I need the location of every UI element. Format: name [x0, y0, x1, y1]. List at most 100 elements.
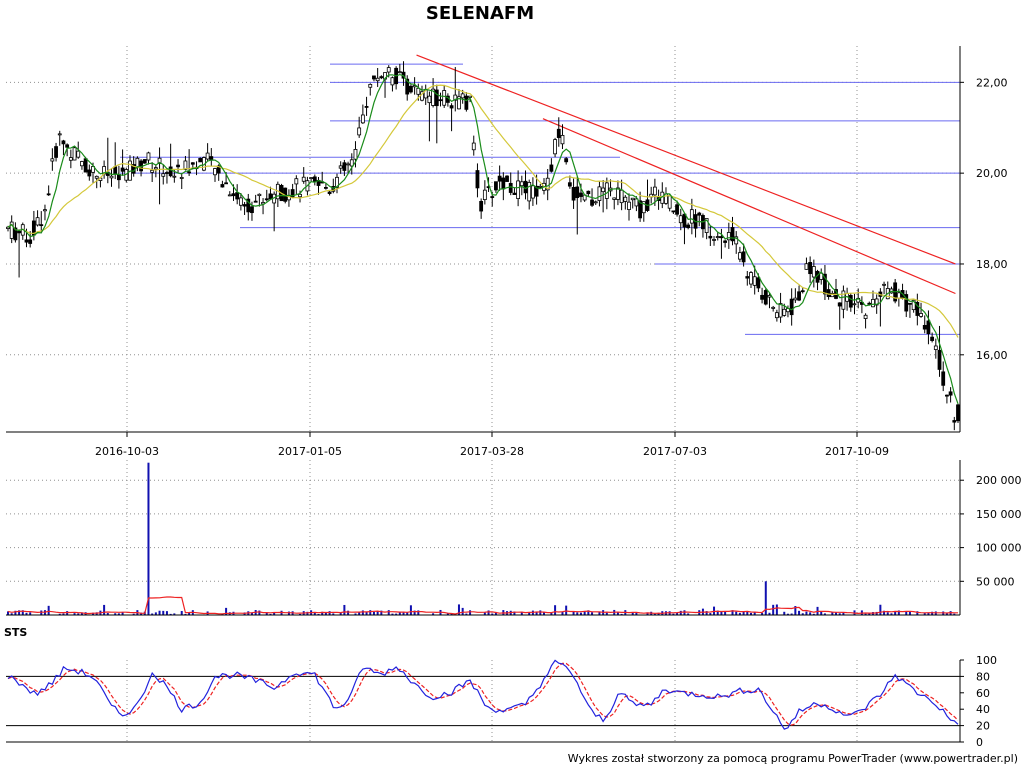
volume-bar	[591, 612, 594, 615]
candle-body	[915, 301, 920, 316]
candle-body	[142, 159, 147, 164]
volume-bar	[879, 604, 882, 615]
volume-bar	[886, 612, 889, 615]
candle-body	[730, 227, 735, 242]
volume-bar	[605, 612, 608, 615]
candle-body	[519, 181, 524, 187]
sts-ytick-label: 40	[976, 703, 990, 716]
volume-bar	[576, 612, 579, 615]
volume-bar	[809, 612, 812, 615]
volume-bar	[372, 611, 375, 615]
candle-body	[564, 158, 569, 163]
candle-body	[871, 298, 875, 308]
candle-body	[719, 236, 724, 239]
candle-body	[630, 197, 635, 201]
volume-bar	[103, 604, 106, 615]
candle-body	[523, 180, 528, 194]
volume-bar	[77, 613, 80, 615]
candle-body	[811, 266, 816, 278]
candle-body	[438, 99, 443, 102]
candle-body	[490, 196, 495, 198]
candle-body	[933, 345, 938, 350]
volume-bar	[406, 612, 409, 615]
volume-ytick-label: 150 000	[976, 508, 1022, 521]
candle-body	[76, 150, 81, 158]
price-ytick-label: 22,00	[976, 76, 1008, 89]
volume-bar	[365, 611, 368, 615]
candle-body	[741, 251, 746, 263]
candle-body	[364, 106, 369, 108]
volume-bar	[724, 611, 727, 615]
candle-body	[867, 302, 872, 305]
volume-bar	[565, 605, 568, 615]
volume-bar	[775, 604, 778, 615]
volume-bar	[250, 612, 253, 615]
volume-bar	[683, 610, 686, 615]
candle-body	[619, 189, 624, 204]
volume-bar	[494, 611, 497, 615]
volume-bar	[672, 613, 675, 615]
trend-line	[416, 54, 956, 265]
candle-body	[752, 276, 757, 286]
volume-bar	[7, 611, 9, 615]
volume-bar	[742, 611, 745, 615]
candle-body	[242, 204, 247, 207]
candle-body	[301, 176, 306, 182]
volume-bar	[409, 605, 412, 615]
candle-body	[641, 201, 646, 214]
candle-body	[922, 324, 927, 330]
candle-body	[235, 192, 240, 200]
candle-body	[745, 276, 750, 279]
volume-bar	[73, 613, 76, 615]
candle-body	[342, 162, 347, 171]
candle-body	[390, 77, 395, 86]
sts-signal-line	[7, 662, 959, 726]
candle-body	[161, 173, 166, 177]
candle-body	[767, 295, 772, 298]
volume-bar	[805, 611, 808, 615]
candle-body	[708, 235, 713, 239]
volume-bar	[376, 611, 379, 615]
candle-body	[586, 190, 591, 195]
candle-body	[601, 187, 606, 193]
candle-body	[187, 171, 192, 174]
candle-body	[50, 158, 55, 162]
volume-bar	[269, 613, 272, 615]
sts-reference-lines	[6, 675, 960, 727]
candle-body	[516, 180, 521, 199]
candle-body	[268, 193, 273, 200]
candle-body	[874, 298, 879, 306]
volume-bar	[188, 612, 191, 615]
candle-body	[453, 94, 458, 101]
candle-body	[726, 232, 731, 241]
volume-bar	[121, 612, 124, 615]
volume-bar	[790, 613, 793, 615]
candle-body	[357, 127, 362, 136]
price-xtick-label: 2017-07-03	[643, 445, 707, 458]
volume-bar	[47, 605, 50, 615]
volume-bar	[258, 610, 261, 615]
volume-bar	[579, 612, 582, 615]
volume-bar	[184, 613, 187, 615]
volume-bar	[831, 611, 834, 615]
candle-body	[560, 135, 565, 145]
candle-body	[460, 93, 465, 99]
volume-bar	[354, 613, 357, 615]
volume-bars	[7, 462, 956, 615]
candle-body	[153, 167, 158, 170]
volume-bar	[616, 611, 619, 615]
candle-body	[246, 198, 251, 213]
candle-body	[238, 197, 243, 206]
candle-body	[919, 313, 923, 317]
candle-body	[848, 295, 853, 308]
candle-body	[176, 164, 180, 168]
candle-body	[686, 224, 691, 229]
candle-body	[678, 215, 683, 224]
candle-body	[771, 306, 776, 309]
volume-panel: 200 000 150 000 100 000 50 000	[6, 460, 1022, 616]
volume-bar	[676, 612, 679, 615]
candle-body	[405, 78, 410, 95]
candle-body	[590, 199, 594, 206]
candle-body	[309, 177, 314, 179]
candle-body	[397, 71, 402, 74]
